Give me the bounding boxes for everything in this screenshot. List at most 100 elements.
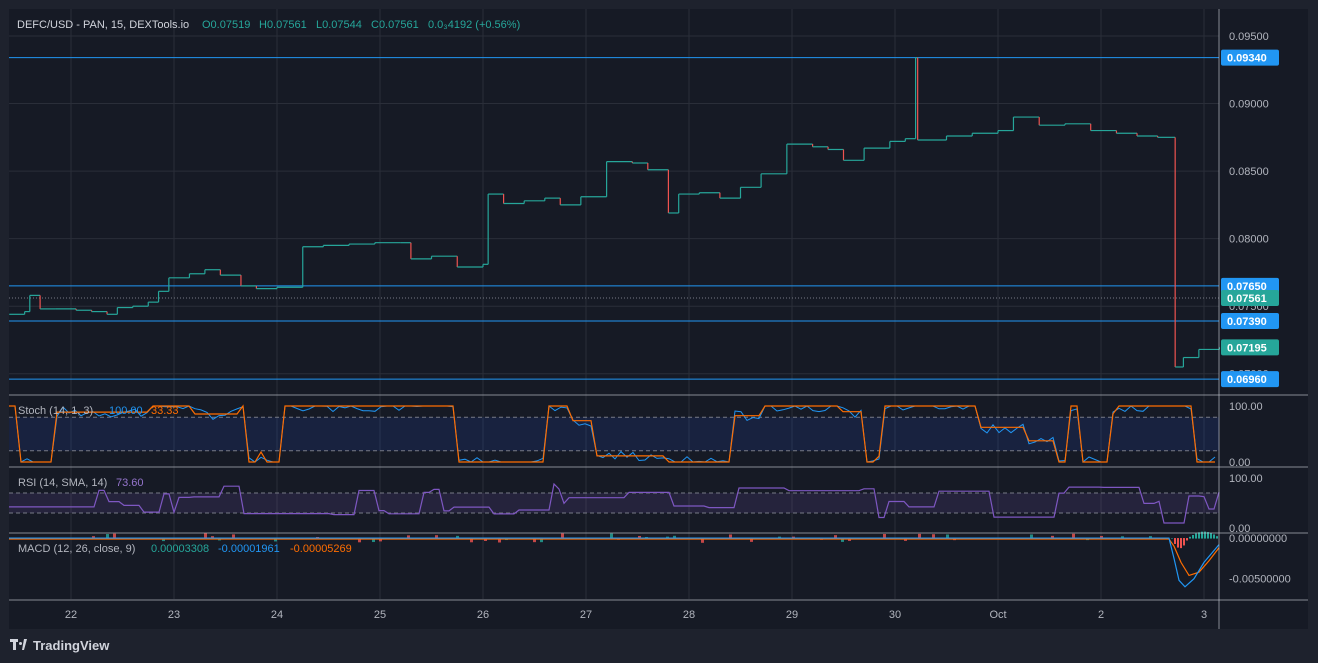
stoch-scale-label: 100.00: [1229, 401, 1263, 413]
macd-histogram-bar: [561, 533, 564, 539]
time-axis-label: 26: [477, 609, 489, 621]
price-tag-label: 0.07195: [1227, 342, 1267, 354]
macd-histogram-bar: [932, 534, 935, 539]
time-axis-label: 24: [271, 609, 283, 621]
macd-histogram-bar: [1100, 535, 1103, 539]
macd-histogram-bar: [1186, 538, 1188, 541]
macd-histogram-bar: [106, 534, 109, 539]
macd-histogram-bar: [211, 536, 214, 539]
macd-signal-value: -0.00005269: [290, 543, 352, 555]
rsi-value: 73.60: [116, 477, 144, 489]
price-scale-label: 0.08000: [1229, 234, 1269, 246]
price-scale-label: 0.08500: [1229, 166, 1269, 178]
price-tag-label: 0.07390: [1227, 316, 1267, 328]
macd-histogram-bar: [1177, 538, 1179, 548]
macd-scale-label: 0.00000000: [1229, 533, 1287, 545]
time-axis: 22 23 24 25 26 27 28 29 30 Oct 2 3: [65, 609, 1207, 621]
price-scale-label: 0.09000: [1229, 99, 1269, 111]
time-axis-label: 22: [65, 609, 77, 621]
price-tag-label: 0.07650: [1227, 281, 1267, 293]
macd-histogram-bar: [1149, 536, 1152, 539]
macd-histogram-bar: [1189, 536, 1191, 539]
high-value: H0.07561: [259, 19, 307, 31]
time-axis-label: 2: [1098, 609, 1104, 621]
macd-histogram-bar: [883, 533, 886, 539]
macd-histogram-bar: [1204, 531, 1206, 539]
macd-histogram-bar: [666, 536, 669, 539]
macd-histogram-bar: [372, 538, 375, 543]
price-tag-label: 0.06960: [1227, 374, 1267, 386]
macd-histogram-bar: [792, 536, 795, 539]
price-scale: 0.095000.090000.085000.080000.075000.070…: [1229, 31, 1291, 586]
macd-histogram-bar: [456, 535, 459, 539]
open-value: O0.07519: [202, 19, 250, 31]
price-tags: 0.09340 0.07650 0.07390 0.06960 0.07561 0.071…: [1221, 49, 1279, 388]
rsi-scale-label: 0.00: [1229, 523, 1250, 535]
stoch-pane: [9, 404, 1219, 463]
time-axis-label: 29: [786, 609, 798, 621]
macd-histogram-bar: [1213, 534, 1215, 539]
close-value: C0.07561: [371, 19, 419, 31]
price-tag-bg: [1221, 289, 1279, 306]
macd-histogram-bar: [1030, 534, 1033, 539]
time-axis-label: 30: [889, 609, 901, 621]
macd-histogram-bar: [1121, 536, 1124, 539]
macd-histogram-bar: [610, 533, 613, 539]
price-series: [9, 57, 1221, 368]
time-axis-label: 25: [374, 609, 386, 621]
macd-line-value: -0.00001961: [218, 543, 280, 555]
macd-histogram-bar: [358, 538, 361, 543]
macd-histogram-bar: [1180, 538, 1182, 549]
price-scale-label: 0.09500: [1229, 31, 1269, 43]
time-axis-label: 23: [168, 609, 180, 621]
macd-line: [9, 537, 1220, 588]
macd-histogram-bar: [638, 535, 641, 539]
price-tag-bg: [1221, 371, 1279, 388]
macd-histogram-bar: [1207, 532, 1209, 539]
rsi-band: [9, 493, 1219, 513]
macd-histogram-bar: [1072, 533, 1075, 539]
tradingview-branding[interactable]: TradingView: [10, 636, 109, 654]
price-tag-bg: [1221, 277, 1279, 294]
rsi-scale-label: 100.00: [1229, 473, 1263, 485]
macd-histogram-bar: [946, 534, 949, 539]
macd-hist-value: 0.00003308: [151, 543, 209, 555]
grid-lines: [9, 9, 1219, 599]
pane-separators: [9, 9, 1308, 629]
macd-histogram-bar: [1192, 534, 1194, 539]
symbol-title: DEFC/USD - PAN, 15, DEXTools.io: [17, 19, 189, 31]
price-tag-label: 0.07561: [1227, 293, 1267, 305]
stoch-scale-label: 0.00: [1229, 457, 1250, 469]
macd-histogram-bar: [841, 538, 844, 542]
stoch-title: Stoch (14, 1, 3): [18, 405, 93, 417]
brand-label: TradingView: [33, 637, 110, 653]
macd-histogram-bar: [1198, 532, 1200, 539]
chart-canvas[interactable]: 0.095000.090000.085000.080000.075000.070…: [9, 9, 1308, 629]
macd-title: MACD (12, 26, close, 9): [18, 543, 135, 555]
rsi-line: [9, 482, 1220, 524]
price-tag-bg: [1221, 49, 1279, 66]
macd-histogram-bar: [379, 538, 382, 542]
macd-histogram-bar: [778, 536, 781, 539]
stoch-d-line: [9, 404, 1215, 463]
macd-histogram-bar: [1210, 533, 1212, 539]
time-axis-label: 28: [683, 609, 695, 621]
time-axis-label: 3: [1201, 609, 1207, 621]
time-axis-label: Oct: [989, 609, 1006, 621]
macd-scale-label: -0.00500000: [1229, 574, 1291, 586]
rsi-title: RSI (14, SMA, 14): [18, 477, 107, 489]
change-value: 0.0₃4192 (+0.56%): [428, 19, 520, 31]
macd-histogram-bar: [701, 538, 704, 543]
macd-histogram-bar: [834, 535, 837, 539]
macd-pane: [9, 531, 1220, 588]
macd-histogram-bar: [1183, 538, 1185, 546]
horizontal-levels[interactable]: [9, 57, 1219, 380]
stoch-k-value: 100.00: [109, 405, 143, 417]
macd-histogram-bar: [1174, 538, 1176, 544]
macd-histogram-bar: [204, 533, 207, 539]
price-tag-bg: [1221, 339, 1279, 356]
macd-histogram-bar: [1195, 533, 1197, 539]
macd-histogram-bar: [533, 538, 536, 543]
macd-histogram-bar: [470, 538, 473, 543]
macd-histogram-bar: [407, 535, 410, 539]
